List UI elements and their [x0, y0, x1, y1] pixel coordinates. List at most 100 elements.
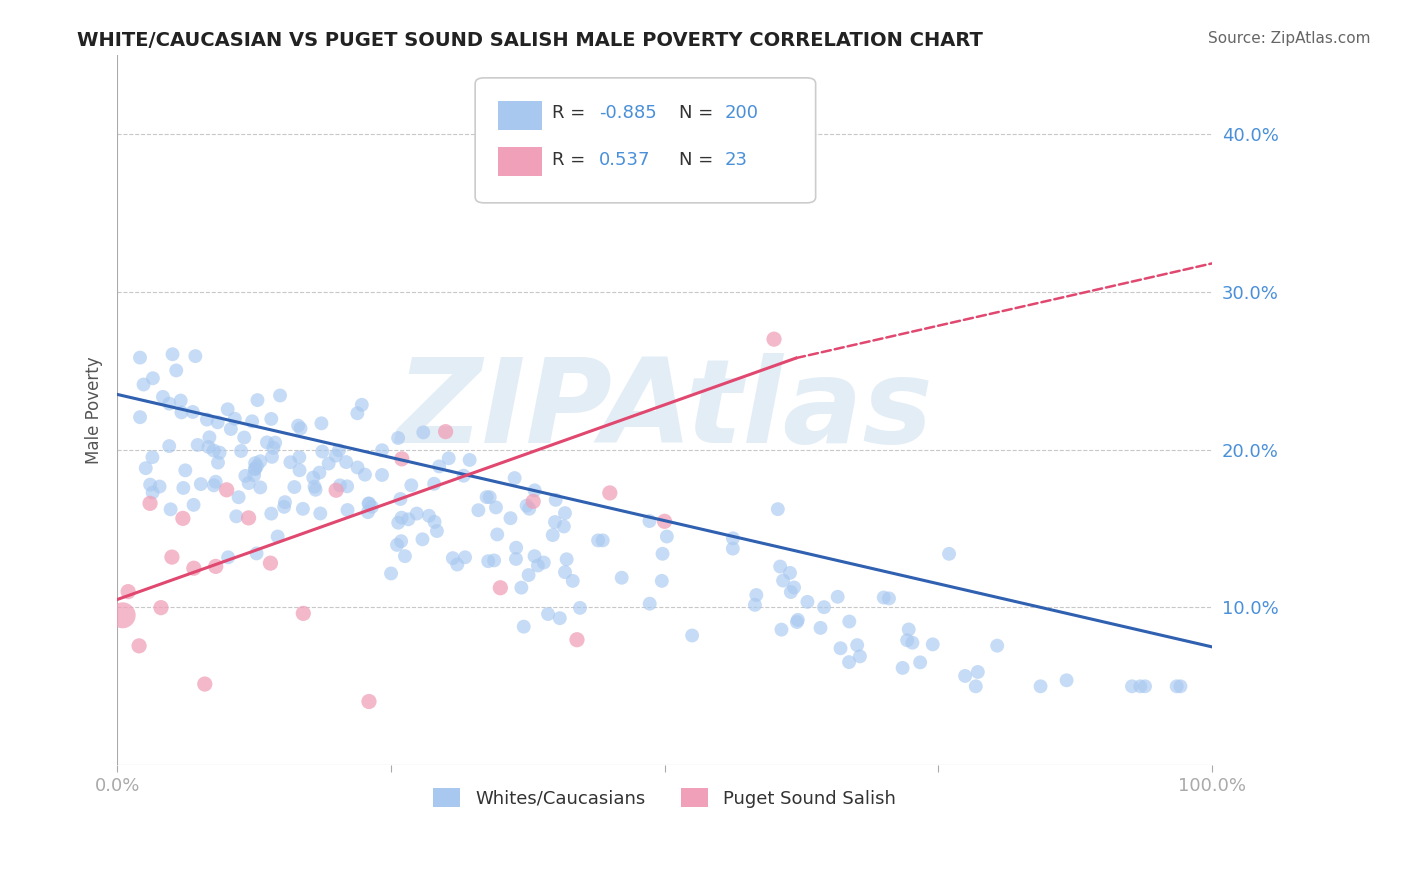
Point [243, 468, 266, 483]
Point [516, 499, 538, 513]
Point [426, 524, 449, 538]
Point [274, 495, 297, 509]
Point [769, 559, 792, 574]
Point [938, 547, 960, 561]
Point [142, 371, 165, 385]
Point [273, 500, 295, 514]
Point [142, 485, 165, 500]
Text: 0.537: 0.537 [599, 151, 651, 169]
Point [264, 435, 287, 450]
Point [437, 451, 460, 466]
Point [267, 529, 290, 543]
Point [357, 496, 380, 510]
Point [527, 558, 550, 573]
Point [288, 450, 311, 465]
Point [359, 497, 381, 511]
Point [357, 505, 380, 519]
Point [129, 410, 152, 425]
Point [401, 478, 423, 492]
Point [139, 477, 162, 491]
Point [1129, 679, 1152, 693]
Point [357, 694, 380, 708]
Point [174, 463, 197, 477]
Point [224, 412, 246, 426]
Point [561, 574, 583, 588]
Point [280, 455, 302, 469]
Point [208, 445, 231, 459]
Point [523, 483, 546, 498]
Point [287, 418, 309, 433]
Point [269, 388, 291, 402]
Point [246, 459, 269, 474]
Point [202, 478, 225, 492]
Point [219, 422, 242, 436]
Point [638, 597, 661, 611]
Point [243, 462, 266, 476]
Point [202, 443, 225, 458]
Point [148, 479, 170, 493]
Point [260, 412, 283, 426]
Text: N =: N = [679, 104, 718, 122]
Point [391, 451, 413, 466]
Point [260, 507, 283, 521]
Point [308, 466, 330, 480]
Point [537, 607, 560, 621]
Point [354, 467, 377, 482]
Point [453, 468, 475, 483]
Point [394, 549, 416, 563]
Point [655, 529, 678, 543]
Point [262, 441, 284, 455]
Point [745, 588, 768, 602]
Point [152, 390, 174, 404]
Point [139, 496, 162, 510]
Point [654, 514, 676, 528]
Point [184, 349, 207, 363]
Point [387, 431, 409, 445]
Point [877, 591, 900, 606]
Point [553, 519, 575, 533]
Point [311, 444, 333, 458]
Point [467, 503, 489, 517]
Point [194, 677, 217, 691]
Point [328, 443, 350, 458]
Point [651, 547, 673, 561]
Point [159, 502, 181, 516]
Point [371, 467, 394, 482]
Point [610, 571, 633, 585]
Point [681, 628, 703, 642]
Y-axis label: Male Poverty: Male Poverty [86, 357, 103, 464]
Point [458, 453, 481, 467]
Point [786, 615, 808, 629]
Point [233, 430, 256, 444]
Point [517, 568, 540, 582]
Point [172, 511, 194, 525]
FancyBboxPatch shape [498, 147, 541, 176]
Point [283, 480, 305, 494]
Point [204, 559, 226, 574]
Point [478, 490, 501, 504]
Point [770, 623, 793, 637]
Point [229, 444, 252, 458]
Point [380, 566, 402, 581]
Point [763, 332, 786, 346]
Point [503, 471, 526, 485]
Point [838, 615, 860, 629]
Text: R =: R = [551, 151, 596, 169]
Point [523, 549, 546, 563]
Point [779, 585, 801, 599]
Point [505, 552, 527, 566]
Point [446, 558, 468, 572]
Point [325, 449, 347, 463]
Point [901, 636, 924, 650]
Point [240, 414, 263, 428]
Point [783, 581, 806, 595]
Point [204, 475, 226, 489]
Point [195, 412, 218, 426]
Point [238, 476, 260, 491]
Point [170, 405, 193, 419]
Point [513, 620, 536, 634]
Point [638, 514, 661, 528]
Point [1056, 673, 1078, 688]
Point [207, 415, 229, 429]
Point [592, 533, 614, 548]
